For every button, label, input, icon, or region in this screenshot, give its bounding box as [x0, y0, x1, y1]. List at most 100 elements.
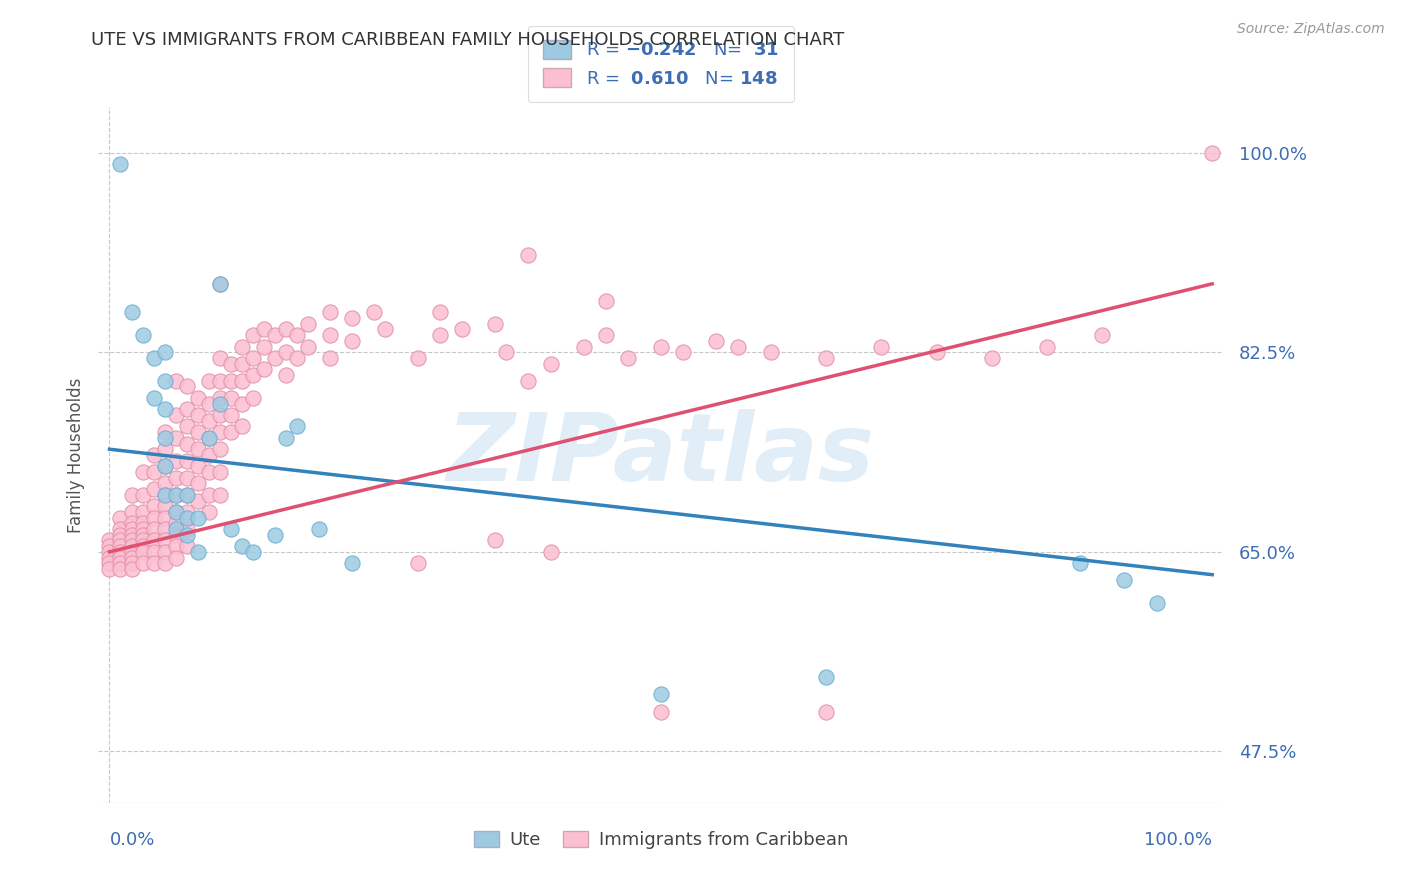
- Point: [208, 465, 231, 479]
- Point: [98, 550, 121, 565]
- Point: [131, 556, 153, 570]
- Point: [815, 351, 838, 365]
- Point: [176, 505, 198, 519]
- Point: [815, 670, 838, 684]
- Point: [153, 459, 176, 474]
- Point: [153, 533, 176, 548]
- Point: [121, 562, 143, 576]
- Point: [263, 328, 285, 343]
- Point: [263, 351, 285, 365]
- Point: [595, 328, 617, 343]
- Point: [704, 334, 727, 348]
- Point: [110, 556, 132, 570]
- Point: [517, 248, 540, 262]
- Point: [131, 539, 153, 553]
- Legend: Ute, Immigrants from Caribbean: Ute, Immigrants from Caribbean: [467, 823, 855, 856]
- Point: [340, 334, 363, 348]
- Point: [980, 351, 1002, 365]
- Point: [153, 425, 176, 439]
- Point: [131, 516, 153, 531]
- Point: [208, 391, 231, 405]
- Point: [650, 705, 672, 719]
- Point: [870, 340, 893, 354]
- Point: [176, 379, 198, 393]
- Point: [187, 408, 209, 422]
- Point: [484, 533, 506, 548]
- Point: [253, 322, 276, 336]
- Point: [110, 545, 132, 559]
- Point: [142, 545, 165, 559]
- Point: [142, 391, 165, 405]
- Point: [540, 545, 562, 559]
- Point: [231, 419, 253, 434]
- Point: [208, 408, 231, 422]
- Point: [1091, 328, 1114, 343]
- Point: [274, 322, 297, 336]
- Point: [231, 396, 253, 410]
- Point: [231, 340, 253, 354]
- Point: [253, 340, 276, 354]
- Point: [131, 545, 153, 559]
- Point: [208, 442, 231, 457]
- Point: [176, 488, 198, 502]
- Point: [131, 328, 153, 343]
- Point: [197, 465, 219, 479]
- Point: [197, 448, 219, 462]
- Point: [98, 545, 121, 559]
- Point: [165, 528, 187, 542]
- Point: [187, 545, 209, 559]
- Point: [406, 351, 429, 365]
- Point: [121, 550, 143, 565]
- Point: [187, 493, 209, 508]
- Point: [121, 305, 143, 319]
- Point: [153, 500, 176, 514]
- Point: [274, 345, 297, 359]
- Point: [319, 328, 342, 343]
- Point: [242, 391, 264, 405]
- Point: [219, 374, 242, 388]
- Point: [219, 425, 242, 439]
- Point: [153, 431, 176, 445]
- Point: [308, 522, 330, 536]
- Point: [242, 351, 264, 365]
- Point: [142, 500, 165, 514]
- Point: [98, 539, 121, 553]
- Point: [165, 516, 187, 531]
- Point: [131, 522, 153, 536]
- Point: [208, 277, 231, 291]
- Point: [219, 408, 242, 422]
- Point: [153, 545, 176, 559]
- Point: [187, 476, 209, 491]
- Point: [374, 322, 396, 336]
- Point: [363, 305, 385, 319]
- Point: [208, 488, 231, 502]
- Point: [165, 550, 187, 565]
- Point: [197, 431, 219, 445]
- Point: [165, 488, 187, 502]
- Point: [131, 505, 153, 519]
- Point: [242, 545, 264, 559]
- Point: [131, 533, 153, 548]
- Point: [672, 345, 695, 359]
- Point: [650, 340, 672, 354]
- Point: [110, 522, 132, 536]
- Point: [121, 522, 143, 536]
- Point: [815, 705, 838, 719]
- Point: [650, 688, 672, 702]
- Point: [176, 510, 198, 524]
- Point: [187, 510, 209, 524]
- Point: [219, 522, 242, 536]
- Point: [110, 562, 132, 576]
- Point: [165, 374, 187, 388]
- Point: [297, 317, 319, 331]
- Point: [121, 545, 143, 559]
- Point: [187, 391, 209, 405]
- Point: [142, 533, 165, 548]
- Point: [285, 351, 308, 365]
- Point: [595, 293, 617, 308]
- Point: [285, 328, 308, 343]
- Point: [98, 533, 121, 548]
- Point: [451, 322, 474, 336]
- Point: [153, 476, 176, 491]
- Point: [242, 368, 264, 382]
